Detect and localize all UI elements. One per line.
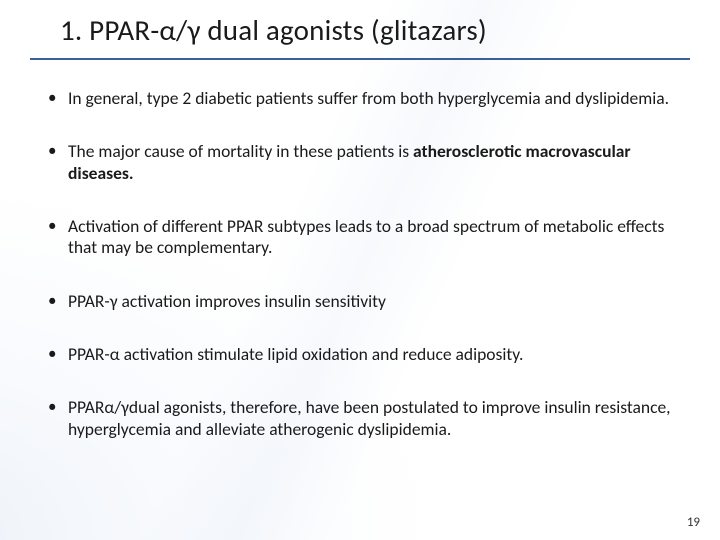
bullet-text: In general, type 2 diabetic patients suf… xyxy=(68,87,669,109)
bullet-text: PPAR-α activation stimulate lipid oxidat… xyxy=(68,343,523,365)
bullet-item: PPARα/γdual agonists, therefore, have be… xyxy=(40,397,680,440)
content-area: In general, type 2 diabetic patients suf… xyxy=(0,60,720,440)
bullet-text: PPARα/γdual agonists, therefore, have be… xyxy=(68,396,671,439)
page-number: 19 xyxy=(687,515,700,530)
bullet-list: In general, type 2 diabetic patients suf… xyxy=(40,88,680,440)
bullet-item: In general, type 2 diabetic patients suf… xyxy=(40,88,680,109)
bullet-text: PPAR-γ activation improves insulin sensi… xyxy=(68,290,386,312)
bullet-item: Activation of different PPAR subtypes le… xyxy=(40,216,680,259)
slide-title: 1. PPAR-α/γ dual agonists (glitazars) xyxy=(60,12,680,48)
slide: 1. PPAR-α/γ dual agonists (glitazars) In… xyxy=(0,0,720,540)
bullet-text: Activation of different PPAR subtypes le… xyxy=(68,215,664,258)
bullet-text: The major cause of mortality in these pa… xyxy=(68,140,413,162)
bullet-item: PPAR-γ activation improves insulin sensi… xyxy=(40,291,680,312)
bullet-item: The major cause of mortality in these pa… xyxy=(40,141,680,184)
bullet-item: PPAR-α activation stimulate lipid oxidat… xyxy=(40,344,680,365)
title-container: 1. PPAR-α/γ dual agonists (glitazars) xyxy=(0,0,720,54)
